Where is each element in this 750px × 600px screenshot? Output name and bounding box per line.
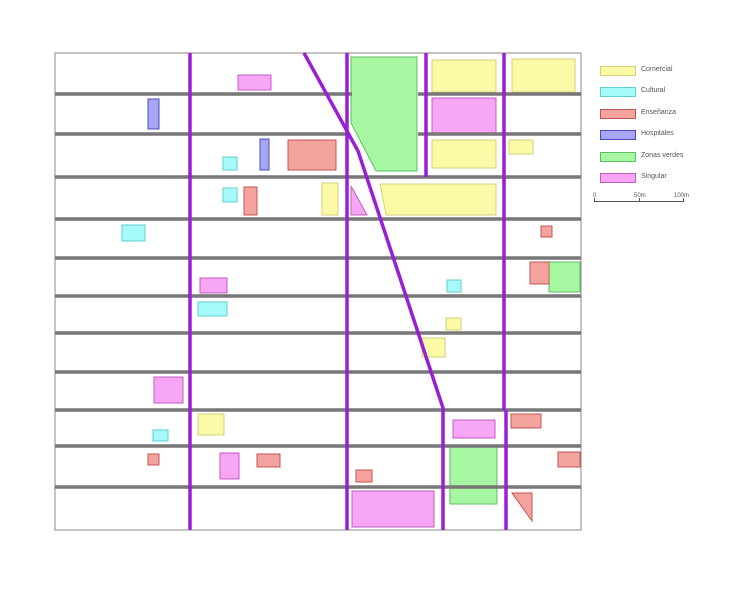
streets xyxy=(55,92,581,489)
cultural-block xyxy=(197,301,228,317)
scale-bar: 0 50m 100m xyxy=(593,193,690,209)
scale-tick xyxy=(683,198,684,202)
commercial-block xyxy=(511,58,576,93)
commercial-block xyxy=(431,139,497,169)
legend-label: Singular xyxy=(641,172,667,180)
education-block xyxy=(287,139,337,171)
education-block xyxy=(243,186,258,216)
commercial-block xyxy=(379,183,497,216)
green-zone-block xyxy=(548,261,581,293)
scale-label-0: 0 xyxy=(593,193,597,199)
cultural-block xyxy=(446,279,462,293)
cultural-block xyxy=(152,429,169,442)
land-use-blocks xyxy=(121,56,581,528)
legend-swatch xyxy=(600,108,636,119)
legend-label: Comercial xyxy=(641,66,673,73)
hospital-block xyxy=(259,138,270,171)
map-frame xyxy=(54,52,582,531)
singular-block xyxy=(237,74,272,91)
commercial-block xyxy=(445,317,462,331)
commercial-block xyxy=(508,139,534,155)
scale-tick xyxy=(639,198,640,202)
green-zone-block xyxy=(350,56,418,172)
cultural-block xyxy=(222,187,238,203)
singular-block xyxy=(153,376,184,404)
education-block xyxy=(511,492,533,523)
education-block xyxy=(355,469,373,483)
education-block xyxy=(540,225,553,238)
legend-label: Zonas verdes xyxy=(641,151,684,159)
legend-swatch xyxy=(600,151,636,162)
singular-block xyxy=(431,97,497,134)
education-block xyxy=(557,451,581,468)
commercial-block xyxy=(321,182,339,216)
legend-label: Cultural xyxy=(641,87,666,95)
cultural-block xyxy=(222,156,238,171)
singular-block xyxy=(199,277,228,294)
commercial-block xyxy=(431,59,497,93)
singular-block xyxy=(351,490,435,528)
legend-label: Enseñanza xyxy=(641,108,677,116)
scale-label-50m: 50m xyxy=(634,193,646,199)
diagonal-avenue xyxy=(302,52,445,530)
education-block xyxy=(529,261,550,285)
singular-block xyxy=(350,185,368,216)
education-block xyxy=(147,453,160,466)
education-block xyxy=(256,453,281,468)
education-block xyxy=(510,413,542,429)
singular-block xyxy=(219,452,240,480)
cultural-block xyxy=(121,224,146,242)
avenues xyxy=(188,52,508,530)
legend-swatch xyxy=(600,66,636,76)
commercial-block xyxy=(197,413,225,436)
legend-swatch xyxy=(600,172,636,183)
legend-swatch xyxy=(600,130,636,141)
singular-block xyxy=(452,419,496,439)
scale-tick xyxy=(594,198,595,202)
scale-label-100m: 100m xyxy=(674,193,690,199)
legend-label: Hospitales xyxy=(641,130,674,138)
hospital-block xyxy=(147,98,160,130)
green-zone-block xyxy=(449,444,498,505)
legend-swatch xyxy=(600,87,636,98)
